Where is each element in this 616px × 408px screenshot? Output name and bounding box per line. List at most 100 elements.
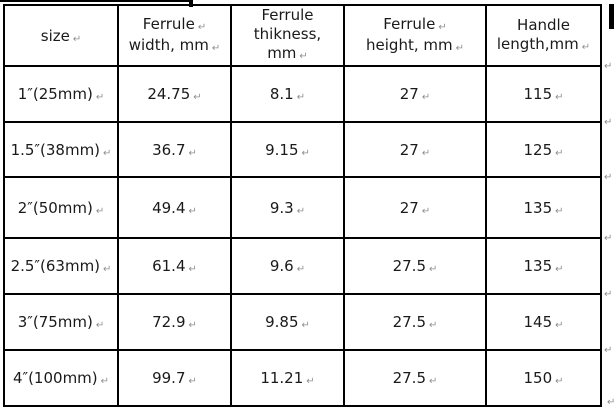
cell-ferrule-thickness[interactable]: 11.21 ↵: [230, 349, 345, 407]
paragraph-mark-icon: ↵: [421, 205, 431, 217]
cell-size[interactable]: 2″(50mm) ↵: [3, 176, 119, 239]
cell-value: 27: [399, 198, 419, 217]
cell-size[interactable]: 2.5″(63mm) ↵: [3, 237, 119, 295]
header-size[interactable]: size ↵: [3, 4, 119, 67]
paragraph-mark-icon: ↵: [555, 92, 564, 103]
row-end-mark-icon: ↵: [604, 289, 613, 300]
cell-ferrule-thickness[interactable]: 9.6 ↵: [230, 237, 345, 295]
cell-ferrule-thickness[interactable]: 8.1 ↵: [230, 65, 345, 123]
header-label: Ferrule: [383, 14, 436, 33]
paragraph-mark-icon: ↵: [296, 205, 306, 217]
cell-value: 9.85: [265, 313, 299, 331]
cell-value: 27.5: [392, 369, 426, 387]
cell-handle-length[interactable]: 135 ↵: [485, 176, 602, 239]
row-end-mark-icon: ↵: [604, 172, 613, 183]
cell-value: 36.7: [152, 140, 186, 159]
row-end-mark-icon: ↵: [607, 397, 616, 408]
cell-ferrule-height[interactable]: 27 ↵: [343, 176, 487, 239]
header-handle-length[interactable]: Handle length,mm ↵: [485, 4, 602, 67]
header-label: Ferrule: [142, 14, 195, 33]
paragraph-mark-icon: ↵: [103, 147, 112, 159]
cell-value: 9.15: [265, 140, 299, 159]
cell-ferrule-height[interactable]: 27.5 ↵: [343, 237, 487, 295]
cell-handle-length[interactable]: 135 ↵: [485, 237, 602, 295]
top-partial-border-tick: [189, 0, 193, 7]
paragraph-mark-icon: ↵: [455, 42, 464, 54]
table-row: 2.5″(63mm) ↵ 61.4 ↵ 9.6 ↵ 27.5 ↵ 135 ↵: [3, 237, 602, 295]
cell-size[interactable]: 1″(25mm) ↵: [3, 65, 119, 123]
cell-value: 11.21: [260, 369, 304, 387]
cell-value: 3″(75mm): [17, 313, 93, 331]
row-end-mark-icon: ↵: [604, 61, 613, 72]
cell-ferrule-width[interactable]: 49.4 ↵: [117, 176, 232, 239]
cell-value: 99.7: [152, 369, 186, 387]
table-row: 4″(100mm) ↵ 99.7 ↵ 11.21 ↵ 27.5 ↵ 150 ↵: [3, 349, 602, 407]
paragraph-mark-icon: ↵: [299, 51, 308, 62]
cell-value: 27.5: [392, 313, 426, 331]
table-row: 1″(25mm) ↵ 24.75 ↵ 8.1 ↵ 27 ↵ 115 ↵: [3, 65, 602, 123]
cell-ferrule-height[interactable]: 27.5 ↵: [343, 349, 487, 407]
cell-value: 145: [523, 313, 553, 331]
paragraph-mark-icon: ↵: [555, 320, 564, 331]
cell-value: 72.9: [152, 313, 186, 331]
cell-value: 24.75: [147, 85, 191, 103]
cell-ferrule-thickness[interactable]: 9.3 ↵: [230, 176, 345, 239]
paragraph-mark-icon: ↵: [555, 147, 564, 159]
cell-handle-length[interactable]: 150 ↵: [485, 349, 602, 407]
cell-ferrule-height[interactable]: 27.5 ↵: [343, 293, 487, 351]
cell-ferrule-thickness[interactable]: 9.15 ↵: [230, 121, 345, 178]
cell-ferrule-width[interactable]: 36.7 ↵: [117, 121, 232, 178]
cell-value: 9.3: [269, 198, 294, 217]
paragraph-mark-icon: ↵: [197, 21, 207, 33]
cell-size[interactable]: 3″(75mm) ↵: [3, 293, 119, 351]
paragraph-mark-icon: ↵: [100, 376, 110, 387]
header-ferrule-thickness[interactable]: Ferrule thikness, mm ↵: [230, 4, 345, 67]
row-end-mark-icon: ↵: [604, 117, 613, 128]
paragraph-mark-icon: ↵: [438, 21, 447, 33]
table-row: 2″(50mm) ↵ 49.4 ↵ 9.3 ↵ 27 ↵ 135 ↵: [3, 176, 602, 239]
cell-value: 49.4: [152, 198, 186, 217]
cell-handle-length[interactable]: 115 ↵: [485, 65, 602, 123]
cell-value: 125: [523, 140, 553, 159]
cell-size[interactable]: 1.5″(38mm) ↵: [3, 121, 119, 178]
cell-value: 27: [399, 140, 419, 159]
paragraph-mark-icon: ↵: [188, 320, 197, 331]
paragraph-mark-icon: ↵: [188, 376, 197, 387]
cell-ferrule-width[interactable]: 61.4 ↵: [117, 237, 232, 295]
paragraph-mark-icon: ↵: [429, 320, 438, 331]
paragraph-mark-icon: ↵: [296, 264, 306, 275]
paragraph-mark-icon: ↵: [555, 264, 564, 275]
cell-handle-length[interactable]: 125 ↵: [485, 121, 602, 178]
cell-size[interactable]: 4″(100mm) ↵: [3, 349, 119, 407]
header-row: size ↵ Ferrule ↵ width, mm ↵ Ferrule thikne…: [3, 4, 602, 67]
cell-value: 9.6: [269, 257, 294, 275]
cell-ferrule-thickness[interactable]: 9.85 ↵: [230, 293, 345, 351]
paragraph-mark-icon: ↵: [95, 320, 105, 331]
paragraph-mark-icon: ↵: [72, 33, 82, 45]
row-end-mark-icon: ↵: [604, 345, 613, 356]
cell-value: 27: [399, 85, 419, 103]
cell-value: 2.5″(63mm): [10, 257, 101, 275]
paragraph-mark-icon: ↵: [301, 147, 310, 159]
paragraph-mark-icon: ↵: [103, 264, 112, 275]
header-ferrule-width[interactable]: Ferrule ↵ width, mm ↵: [117, 4, 232, 67]
cell-ferrule-height[interactable]: 27 ↵: [343, 121, 487, 178]
cell-ferrule-width[interactable]: 99.7 ↵: [117, 349, 232, 407]
cell-value: 150: [523, 369, 553, 387]
cell-handle-length[interactable]: 145 ↵: [485, 293, 602, 351]
cell-value: 2″(50mm): [17, 198, 93, 217]
paragraph-mark-icon: ↵: [95, 92, 105, 103]
paragraph-mark-icon: ↵: [429, 376, 438, 387]
paragraph-mark-icon: ↵: [555, 205, 564, 217]
row-end-mark-icon: ↵: [604, 233, 613, 244]
cell-value: 61.4: [152, 257, 186, 275]
cell-ferrule-width[interactable]: 72.9 ↵: [117, 293, 232, 351]
cell-ferrule-height[interactable]: 27 ↵: [343, 65, 487, 123]
paragraph-mark-icon: ↵: [421, 147, 431, 159]
header-label: thikness, mm: [253, 25, 322, 62]
cell-ferrule-width[interactable]: 24.75 ↵: [117, 65, 232, 123]
header-ferrule-height[interactable]: Ferrule ↵ height, mm ↵: [343, 4, 487, 67]
paragraph-mark-icon: ↵: [188, 205, 197, 217]
cell-value: 135: [523, 198, 553, 217]
